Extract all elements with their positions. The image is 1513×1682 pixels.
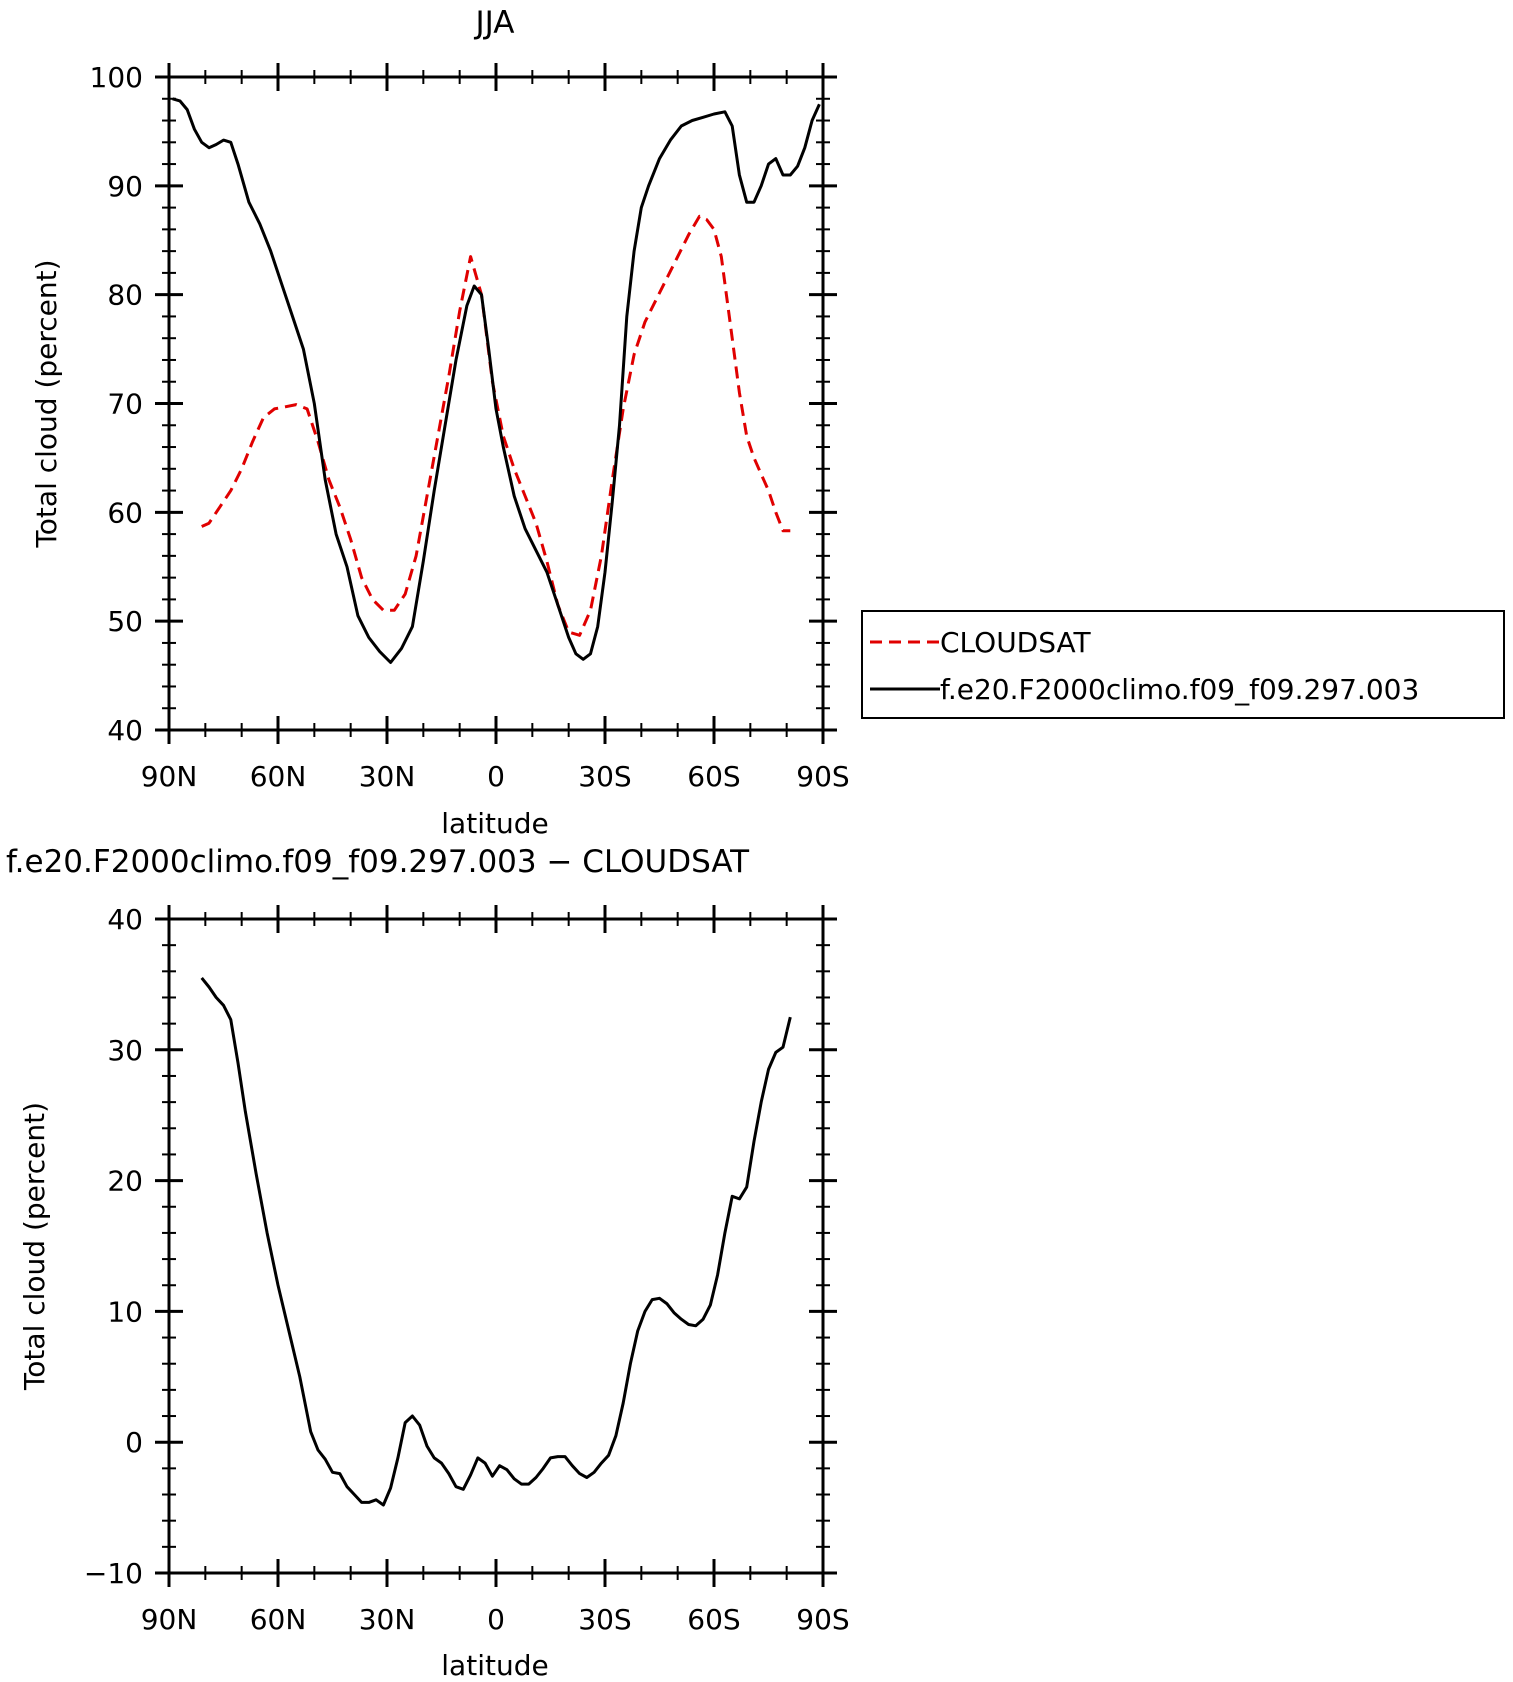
top-x-tick-label: 90S — [796, 760, 849, 793]
top-series-line-1 — [172, 97, 821, 664]
bottom-y-tick-label: 20 — [107, 1165, 143, 1198]
top-y-axis-label: Total cloud (percent) — [30, 259, 63, 548]
top-x-tick-label: 30N — [359, 760, 416, 793]
top-y-tick-labels: 40 50 60 70 80 90 100 — [90, 61, 143, 747]
bottom-x-tick-label: 90N — [141, 1603, 198, 1636]
top-x-axis-label: latitude — [441, 807, 548, 840]
legend-box — [861, 610, 1505, 719]
top-x-tick-label: 90N — [141, 760, 198, 793]
bottom-x-tick-label: 0 — [487, 1603, 505, 1636]
bottom-series-line-0 — [200, 976, 792, 1507]
top-y-tick-label: 50 — [107, 605, 143, 638]
bottom-y-tick-labels: −10 0 10 20 30 40 — [84, 903, 143, 1590]
top-y-tick-label: 60 — [107, 496, 143, 529]
bottom-y-tick-label: 30 — [107, 1034, 143, 1067]
top-x-tick-label: 60N — [250, 760, 307, 793]
bottom-x-tick-label: 60N — [250, 1603, 307, 1636]
top-plot-frame — [167, 75, 825, 732]
legend-label-model: f.e20.F2000climo.f09_f09.297.003 — [940, 673, 1419, 706]
bottom-y-axis-label: Total cloud (percent) — [18, 1102, 51, 1391]
bottom-x-tick-label: 30N — [359, 1603, 416, 1636]
bottom-plot-frame — [167, 917, 825, 1575]
bottom-y-tick-label: 10 — [107, 1295, 143, 1328]
bottom-y-tick-label: −10 — [84, 1557, 143, 1590]
bottom-y-tick-label: 0 — [125, 1426, 143, 1459]
top-series-group — [172, 97, 821, 664]
bottom-series-group — [200, 976, 792, 1507]
top-x-tick-labels: 90N 60N 30N 0 30S 60S 90S — [141, 760, 850, 793]
top-y-tick-label: 70 — [107, 388, 143, 421]
top-y-tick-label: 80 — [107, 279, 143, 312]
top-x-tick-label: 60S — [687, 760, 740, 793]
bottom-panel: f.e20.F2000climo.f09_f09.297.003 − CLOUD… — [6, 844, 850, 1682]
bottom-axis-ticks — [155, 905, 837, 1587]
bottom-chart-title: f.e20.F2000climo.f09_f09.297.003 − CLOUD… — [6, 844, 750, 880]
bottom-x-tick-label: 60S — [687, 1603, 740, 1636]
top-y-tick-label: 100 — [90, 61, 143, 94]
legend-label-cloudsat: CLOUDSAT — [940, 626, 1092, 659]
bottom-x-tick-label: 30S — [578, 1603, 631, 1636]
bottom-x-tick-label: 90S — [796, 1603, 849, 1636]
top-y-tick-label: 40 — [107, 714, 143, 747]
top-y-tick-label: 90 — [107, 170, 143, 203]
top-x-tick-label: 30S — [578, 760, 631, 793]
bottom-y-tick-label: 40 — [107, 903, 143, 936]
legend: CLOUDSAT f.e20.F2000climo.f09_f09.297.00… — [861, 610, 1505, 719]
top-chart-title: JJA — [474, 5, 515, 41]
bottom-x-axis-label: latitude — [441, 1649, 548, 1682]
bottom-x-tick-labels: 90N 60N 30N 0 30S 60S 90S — [141, 1603, 850, 1636]
top-x-tick-label: 0 — [487, 760, 505, 793]
top-series-line-0 — [201, 214, 791, 637]
